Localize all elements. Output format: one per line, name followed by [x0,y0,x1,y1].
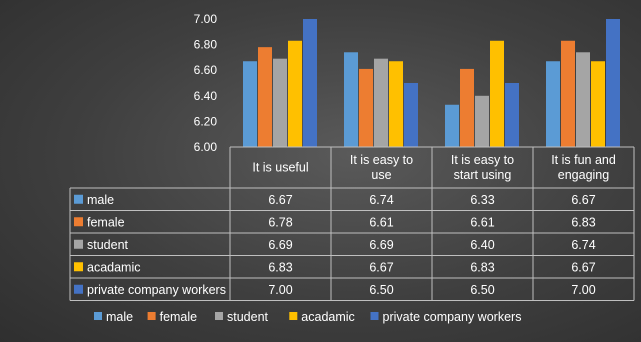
data-label: 6.67 [369,260,393,274]
bar-female-4 [561,40,575,148]
legend-key-male [94,312,102,320]
bar-student-4 [576,52,590,147]
series-key-female [74,217,83,227]
legend-key-student [215,312,223,320]
category-label: It is fun and [551,153,616,167]
legend-key-female [147,312,156,320]
bar-student-3 [475,95,489,147]
bar-private-company-workers-4 [606,19,620,147]
bar-male-4 [546,61,560,147]
bar-acadamic-1 [288,40,302,148]
legend-label: male [106,310,133,324]
series-name: acadamic [87,260,141,274]
data-label: 6.50 [369,283,393,297]
legend-label: private company workers [383,310,522,324]
series-key-acadamic [74,262,83,272]
data-label: 6.83 [571,215,595,229]
category-label: engaging [558,168,609,182]
data-label: 6.61 [369,215,393,229]
y-tick-label: 6.40 [194,89,218,103]
data-label: 7.00 [268,283,292,297]
data-label: 6.69 [268,238,292,252]
y-tick-label: 6.00 [194,140,218,154]
category-label: use [371,168,391,182]
category-label: It is useful [252,161,308,175]
bar-student-2 [374,58,388,147]
bar-male-3 [445,104,459,147]
data-label: 6.83 [268,260,292,274]
series-name: male [87,193,114,207]
bar-private-company-workers-3 [505,83,519,147]
series-key-student [74,239,83,249]
y-tick-label: 6.80 [194,38,218,52]
category-label: start using [454,168,512,182]
legend-key-private-company-workers [370,312,379,320]
category-label: It is easy to [350,153,413,167]
data-label: 6.67 [268,193,292,207]
legend-label: student [227,310,269,324]
data-label: 6.50 [470,283,494,297]
bar-male-2 [344,52,358,147]
series-key-private-company-workers [74,284,83,294]
bar-male-1 [243,61,257,147]
legend-label: acadamic [301,310,355,324]
bar-student-1 [273,58,287,147]
data-label: 6.74 [571,238,595,252]
data-label: 6.67 [571,193,595,207]
data-label: 6.78 [268,215,292,229]
bar-female-3 [460,68,474,147]
y-tick-label: 7.00 [194,12,218,26]
bar-acadamic-4 [591,61,605,147]
category-label: It is easy to [451,153,514,167]
data-label: 6.67 [571,260,595,274]
bar-acadamic-3 [490,40,504,148]
bar-private-company-workers-1 [303,19,317,147]
data-label: 6.69 [369,238,393,252]
data-label: 6.83 [470,260,494,274]
bar-female-1 [258,47,272,147]
series-name: private company workers [87,283,226,297]
bar-private-company-workers-2 [404,83,418,147]
series-name: student [87,238,129,252]
data-label: 7.00 [571,283,595,297]
series-name: female [87,215,125,229]
data-label: 6.74 [369,193,393,207]
data-label: 6.40 [470,238,494,252]
legend-label: female [160,310,198,324]
bar-female-2 [359,68,373,147]
data-label: 6.33 [470,193,494,207]
data-label: 6.61 [470,215,494,229]
y-tick-label: 6.60 [194,63,218,77]
legend-key-acadamic [289,312,298,320]
series-key-male [74,194,83,204]
bar-acadamic-2 [389,61,403,147]
y-tick-label: 6.20 [194,114,218,128]
